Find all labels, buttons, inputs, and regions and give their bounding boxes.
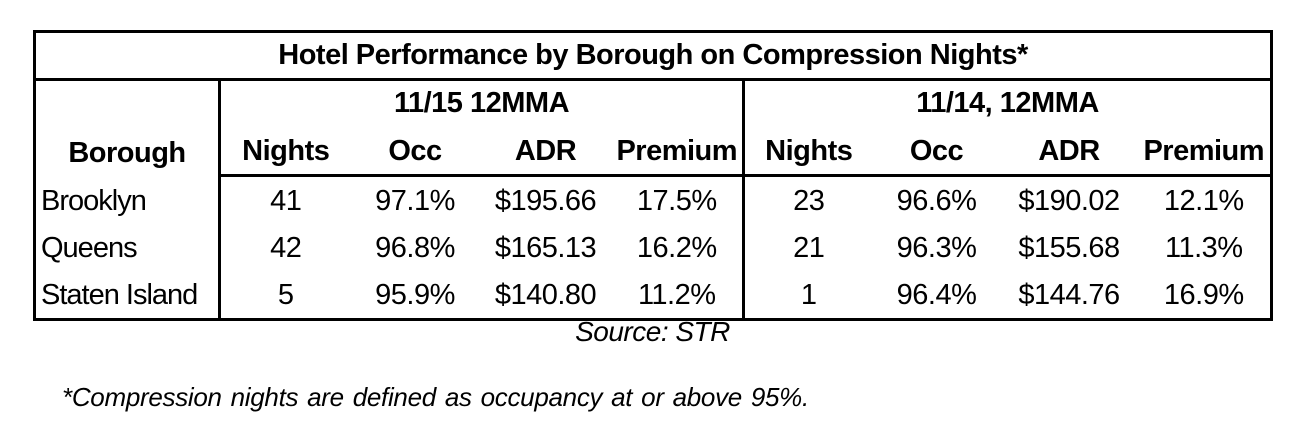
cell-staten-island-adr-2: $144.76 xyxy=(1018,279,1120,311)
cell-brooklyn-adr-2: $190.02 xyxy=(1018,185,1120,217)
cell-brooklyn-adr-1: $195.66 xyxy=(494,185,597,217)
cell-brooklyn-nights-1: 41 xyxy=(270,185,302,217)
cell-queens-adr-2: $155.68 xyxy=(1018,232,1120,264)
column-header-adr-2: ADR xyxy=(1000,126,1138,177)
cell-staten-island-occ-1: 95.9% xyxy=(375,279,455,311)
column-header-occ-2: Occ xyxy=(872,126,1001,177)
column-header-adr-1: ADR xyxy=(479,126,612,177)
hotel-performance-table-wrap: Hotel Performance by Borough on Compress… xyxy=(33,30,1274,321)
cell-queens-occ-1: 96.8% xyxy=(375,232,455,264)
column-header-nights-1: Nights xyxy=(219,126,351,177)
footnote: *Compression nights are defined as occup… xyxy=(62,382,809,412)
table-title: Hotel Performance by Borough on Compress… xyxy=(34,31,1272,81)
table-row-queens: Queens 42 96.8% $165.13 16.2% 21 96.3% $… xyxy=(34,224,1272,271)
cell-queens-adr-1: $165.13 xyxy=(494,232,597,264)
hotel-performance-table: Hotel Performance by Borough on Compress… xyxy=(33,30,1274,321)
cell-brooklyn-premium-2: 12.1% xyxy=(1163,185,1244,217)
cell-staten-island-premium-1: 11.2% xyxy=(611,271,745,320)
cell-queens-premium-2: 11.3% xyxy=(1164,232,1243,264)
column-header-borough: Borough xyxy=(34,79,221,176)
cell-brooklyn-premium-1: 17.5% xyxy=(611,175,745,224)
column-header-premium-1: Premium xyxy=(611,126,745,177)
table-row-staten-island: Staten Island 5 95.9% $140.80 11.2% 1 96… xyxy=(34,271,1272,320)
group-header-1115-12mma: 11/15 12MMA xyxy=(219,79,745,126)
cell-staten-island-premium-2: 16.9% xyxy=(1163,279,1244,311)
source-note: Source: STR xyxy=(575,316,730,347)
row-label-staten-island: Staten Island xyxy=(34,271,221,320)
column-header-occ-1: Occ xyxy=(350,126,480,177)
column-header-row: Nights Occ ADR Premium Nights Occ ADR Pr… xyxy=(35,126,1272,177)
row-label-brooklyn: Brooklyn xyxy=(34,175,221,224)
row-label-queens: Queens xyxy=(34,224,221,271)
table-row-brooklyn: Brooklyn 41 97.1% $195.66 17.5% 23 96.6%… xyxy=(34,175,1272,224)
cell-staten-island-adr-1: $140.80 xyxy=(494,279,597,311)
cell-staten-island-nights-1: 5 xyxy=(277,279,294,311)
cell-brooklyn-occ-1: 97.1% xyxy=(375,185,455,217)
group-header-1114-12mma: 11/14, 12MMA xyxy=(916,87,1099,119)
cell-brooklyn-nights-2: 23 xyxy=(793,185,825,217)
cell-queens-nights-1: 42 xyxy=(270,232,302,264)
cell-queens-premium-1: 16.2% xyxy=(611,224,745,271)
cell-queens-occ-2: 96.3% xyxy=(896,232,977,264)
cell-queens-nights-2: 21 xyxy=(793,232,825,264)
cell-staten-island-nights-2: 1 xyxy=(800,279,817,311)
group-header-row: Borough 11/15 12MMA 11/14, 12MMA xyxy=(34,79,1272,176)
cell-brooklyn-occ-2: 96.6% xyxy=(896,185,977,217)
column-header-premium-2: Premium xyxy=(1137,126,1272,177)
table-title-row: Hotel Performance by Borough on Compress… xyxy=(34,31,1272,81)
cell-staten-island-occ-2: 96.4% xyxy=(896,279,977,311)
column-header-nights-2: Nights xyxy=(743,126,873,177)
